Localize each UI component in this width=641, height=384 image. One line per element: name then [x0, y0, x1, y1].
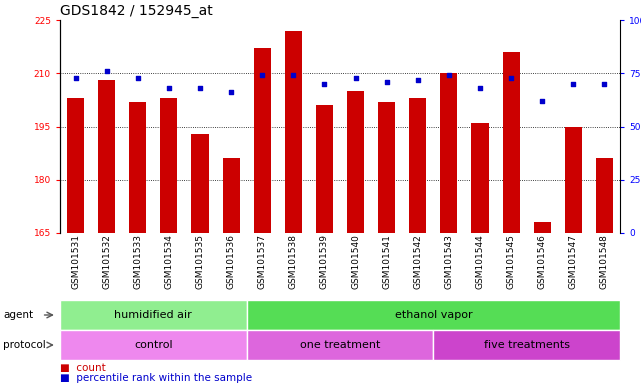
Point: [537, 98, 547, 104]
Text: five treatments: five treatments: [484, 340, 570, 350]
Bar: [67, 98, 84, 233]
Point: [226, 89, 237, 96]
Point: [133, 74, 143, 81]
Point: [257, 72, 267, 78]
Bar: [247, 300, 620, 330]
Bar: [222, 159, 240, 233]
Bar: [409, 98, 426, 233]
Bar: [503, 52, 520, 233]
Point: [319, 81, 329, 87]
Text: control: control: [134, 340, 172, 350]
Text: humidified air: humidified air: [115, 310, 192, 320]
Bar: [129, 102, 146, 233]
Text: ■  percentile rank within the sample: ■ percentile rank within the sample: [60, 373, 252, 383]
Bar: [192, 134, 208, 233]
Bar: [285, 31, 302, 233]
Text: ■  count: ■ count: [60, 363, 106, 373]
Text: protocol: protocol: [3, 340, 46, 350]
Bar: [254, 48, 271, 233]
Bar: [565, 126, 582, 233]
Bar: [98, 80, 115, 233]
Point: [101, 68, 112, 74]
Bar: [60, 300, 247, 330]
Text: GDS1842 / 152945_at: GDS1842 / 152945_at: [60, 3, 213, 18]
Bar: [160, 98, 178, 233]
Point: [506, 74, 516, 81]
Bar: [378, 102, 395, 233]
Bar: [596, 159, 613, 233]
Point: [475, 85, 485, 91]
Text: ethanol vapor: ethanol vapor: [394, 310, 472, 320]
Text: agent: agent: [3, 310, 33, 320]
Point: [195, 85, 205, 91]
Bar: [60, 330, 247, 360]
Point: [351, 74, 361, 81]
Bar: [440, 73, 458, 233]
Point: [413, 76, 423, 83]
Bar: [433, 330, 620, 360]
Point: [288, 72, 299, 78]
Bar: [347, 91, 364, 233]
Point: [163, 85, 174, 91]
Point: [71, 74, 81, 81]
Bar: [247, 330, 433, 360]
Bar: [316, 105, 333, 233]
Point: [568, 81, 578, 87]
Bar: [471, 123, 488, 233]
Point: [381, 79, 392, 85]
Text: one treatment: one treatment: [300, 340, 380, 350]
Point: [599, 81, 610, 87]
Bar: [534, 222, 551, 233]
Point: [444, 72, 454, 78]
